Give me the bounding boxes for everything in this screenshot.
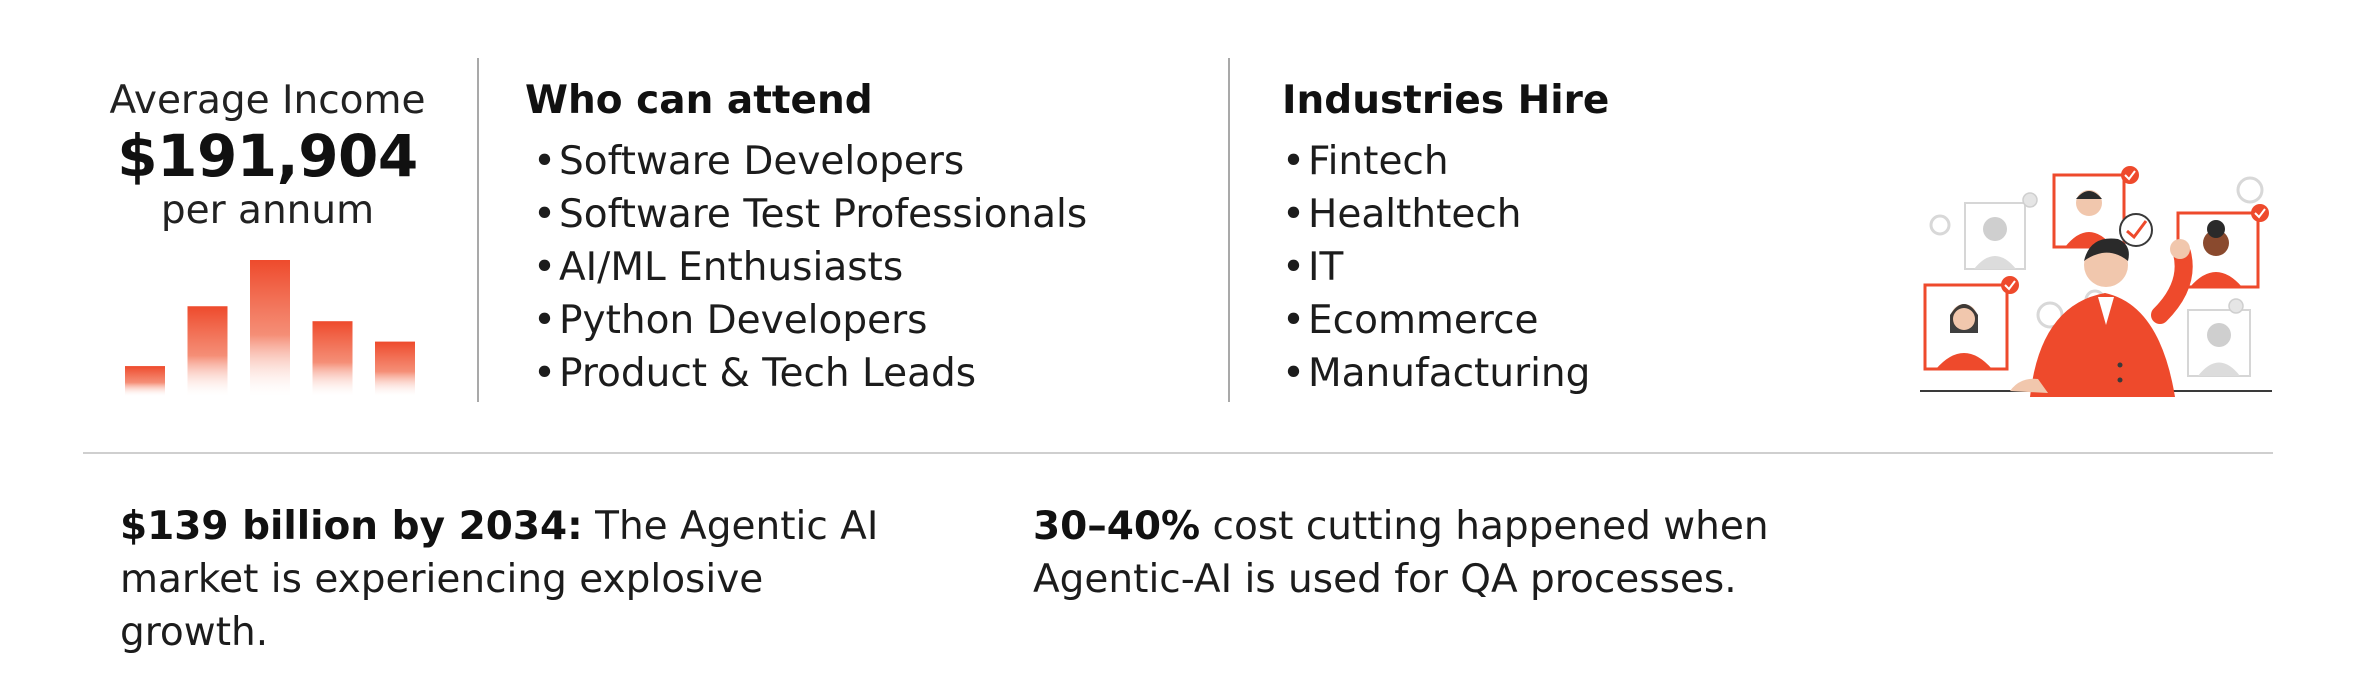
- team-video-call-illustration: [1920, 166, 2272, 397]
- bullet: •: [533, 139, 557, 184]
- list-item: •Fintech: [1282, 135, 1609, 188]
- list-item: •IT: [1282, 241, 1609, 294]
- market-growth-stat: $139 billion by 2034: The Agentic AI mar…: [120, 500, 900, 659]
- industries-hire-title: Industries Hire: [1282, 78, 1610, 123]
- bullet: •: [533, 298, 557, 343]
- attendee-item: Product & Tech Leads: [559, 351, 977, 396]
- orange-profile-frame-left: [1923, 276, 2019, 371]
- list-item: •Manufacturing: [1282, 347, 1609, 400]
- income-value: $191,904: [117, 122, 418, 190]
- column-divider-2: [1228, 58, 1230, 402]
- bullet: •: [1282, 245, 1306, 290]
- stat-text: cost cutting happened when: [1200, 504, 1769, 549]
- attendee-item: Software Test Professionals: [559, 192, 1088, 237]
- bullet: •: [533, 351, 557, 396]
- list-item: •AI/ML Enthusiasts: [533, 241, 1087, 294]
- income-bar: [312, 321, 353, 396]
- bullet: •: [1282, 192, 1306, 237]
- bullet: •: [1282, 351, 1306, 396]
- who-can-attend-section: Who can attend •Software Developers •Sof…: [525, 78, 1087, 400]
- stat-line: 30–40% cost cutting happened when: [1033, 500, 1813, 553]
- income-period: per annum: [160, 188, 375, 233]
- list-item: •Healthtech: [1282, 188, 1609, 241]
- income-bar: [187, 306, 228, 396]
- list-item: •Software Test Professionals: [533, 188, 1087, 241]
- industry-item: Ecommerce: [1308, 298, 1539, 343]
- income-bar: [125, 366, 165, 396]
- stat-line: market is experiencing explosive growth.: [120, 557, 764, 655]
- orange-profile-frame-right: [2176, 204, 2269, 289]
- attendee-item: AI/ML Enthusiasts: [559, 245, 904, 290]
- industry-item: Healthtech: [1308, 192, 1522, 237]
- income-bar: [250, 260, 290, 396]
- income-bar: [375, 341, 415, 396]
- attendee-item: Python Developers: [559, 298, 928, 343]
- bullet: •: [533, 192, 557, 237]
- check-bubble-icon: [2119, 213, 2153, 247]
- income-summary: Average Income $191,904 per annum: [100, 78, 435, 234]
- section-divider: [83, 452, 2273, 454]
- attendee-item: Software Developers: [559, 139, 965, 184]
- bullet: •: [1282, 298, 1306, 343]
- grey-profile-frame-right: [2187, 298, 2251, 377]
- industry-item: Manufacturing: [1308, 351, 1591, 396]
- attendee-list: •Software Developers •Software Test Prof…: [533, 135, 1087, 400]
- list-item: •Ecommerce: [1282, 294, 1609, 347]
- income-label: Average Income: [109, 78, 426, 123]
- industries-hire-section: Industries Hire •Fintech •Healthtech •IT…: [1282, 78, 1609, 400]
- stat-text: The Agentic AI: [582, 504, 879, 549]
- bullet: •: [533, 245, 557, 290]
- stat-highlight: 30–40%: [1033, 504, 1201, 549]
- industry-list: •Fintech •Healthtech •IT •Ecommerce •Man…: [1282, 135, 1609, 400]
- orange-profile-frame: [2052, 166, 2139, 249]
- who-can-attend-title: Who can attend: [525, 78, 873, 123]
- grey-profile-frame: [1964, 192, 2038, 270]
- list-item: •Product & Tech Leads: [533, 347, 1087, 400]
- list-item: •Software Developers: [533, 135, 1087, 188]
- industry-item: IT: [1308, 245, 1344, 290]
- column-divider-1: [477, 58, 479, 402]
- industry-item: Fintech: [1308, 139, 1449, 184]
- stat-line: $139 billion by 2034: The Agentic AI: [120, 500, 900, 553]
- bullet: •: [1282, 139, 1306, 184]
- stat-highlight: $139 billion by 2034:: [120, 504, 583, 549]
- bar-chart-icon: [125, 260, 415, 396]
- stat-line: Agentic-AI is used for QA processes.: [1033, 557, 1737, 602]
- list-item: •Python Developers: [533, 294, 1087, 347]
- cost-cutting-stat: 30–40% cost cutting happened when Agenti…: [1033, 500, 1813, 606]
- presenter-figure: [2010, 238, 2193, 397]
